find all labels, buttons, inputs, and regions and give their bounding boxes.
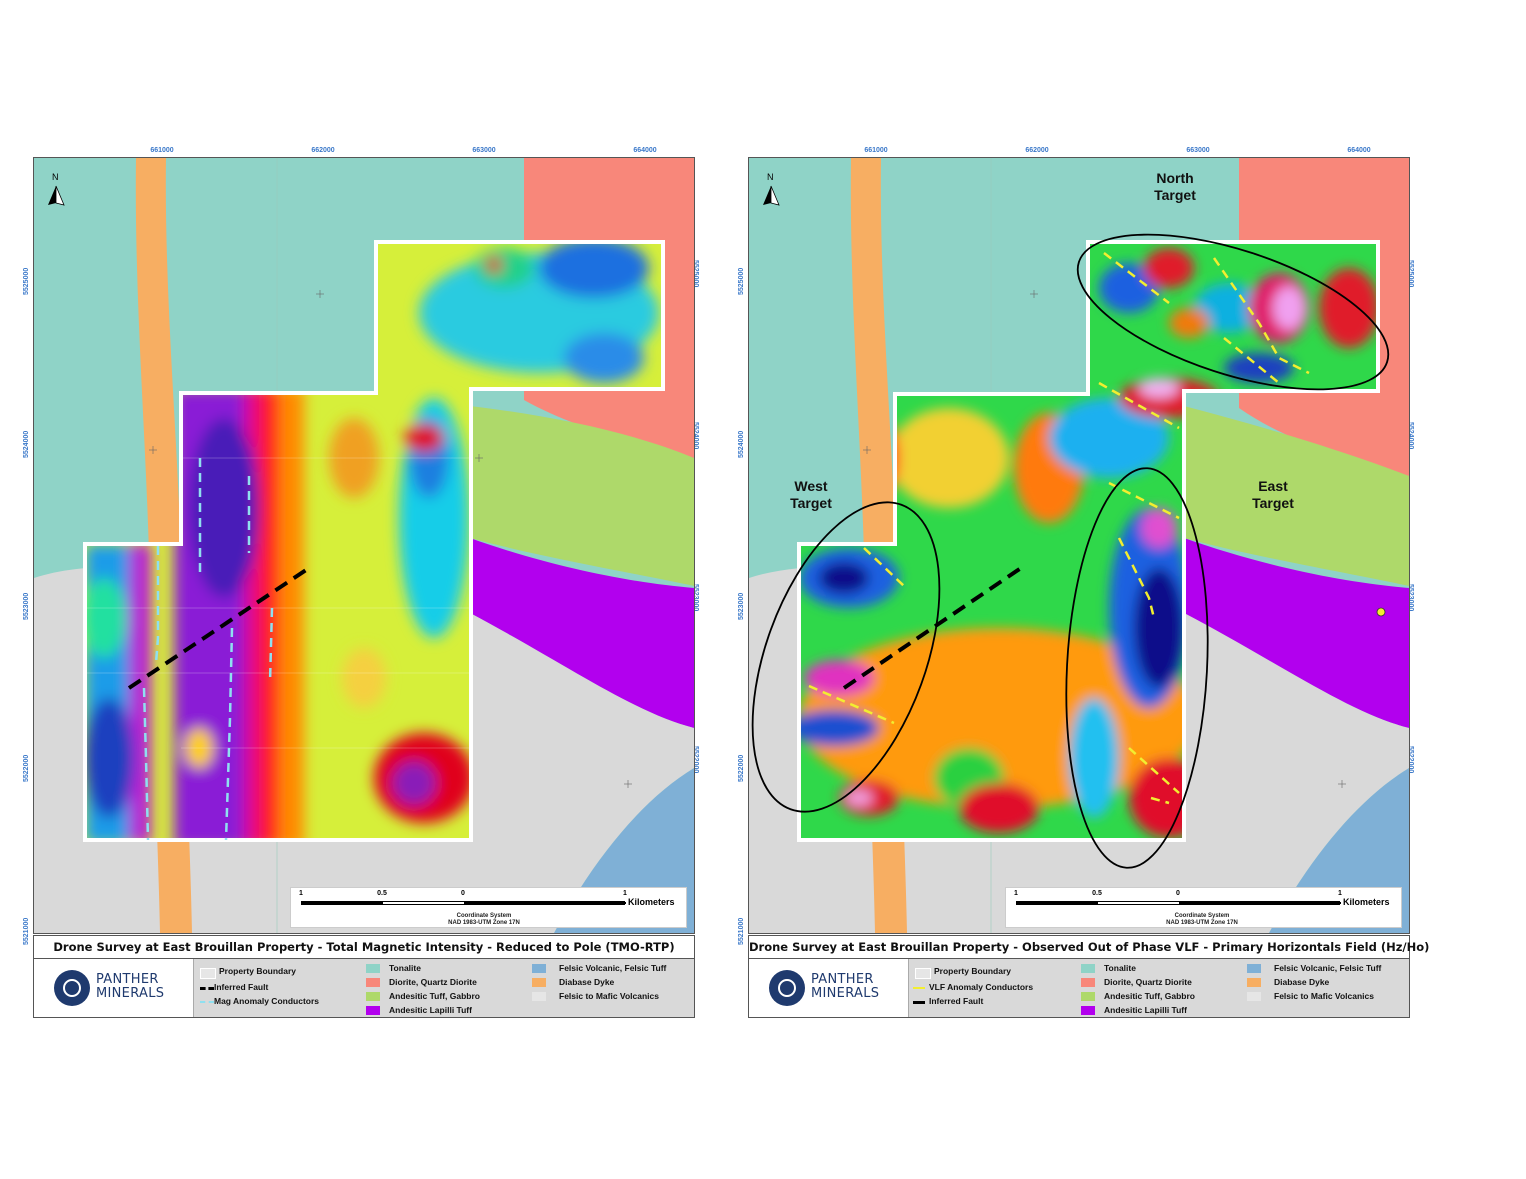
west-target-label: West Target [790, 478, 832, 511]
andesitic-tuff-swatch [1081, 992, 1095, 1001]
property-boundary-swatch [200, 968, 216, 979]
northing-label: 5523000 [23, 592, 30, 620]
northing-label: 5521000 [23, 917, 30, 945]
vlf-map-panel: 661000 662000 663000 664000 5525000 5524… [738, 140, 1429, 1020]
north-arrow-icon: N [763, 172, 780, 206]
tonalite-swatch [366, 964, 380, 973]
diabase-swatch [532, 978, 546, 987]
north-target-ellipse [1076, 233, 1390, 391]
diorite-swatch [366, 978, 380, 987]
northing-label: 5523000 [738, 592, 745, 620]
east-target-ellipse [1065, 467, 1209, 869]
easting-label: 662000 [311, 147, 335, 154]
inferred-fault-symbol [913, 1001, 925, 1004]
panther-icon [769, 970, 805, 1006]
diabase-swatch [1247, 978, 1261, 987]
easting-label: 663000 [1186, 147, 1210, 154]
vlf-anomaly-conductors [808, 252, 1310, 805]
lapilli-swatch [1081, 1006, 1095, 1015]
northing-label: 5525000 [23, 267, 30, 295]
property-boundary-swatch [915, 968, 931, 979]
target-outlines [751, 233, 1390, 869]
felsic-mafic-swatch [1247, 992, 1261, 1001]
map-legend: PANTHER MINERALS Property Boundary VLF An… [748, 959, 1410, 1018]
easting-label: 663000 [472, 147, 496, 154]
diorite-swatch [1081, 978, 1095, 987]
lapilli-unit [470, 538, 694, 728]
grid-crosses [863, 290, 1346, 788]
grid-crosses [149, 290, 632, 788]
map-frame: N North Target West Target East Target 1 0.… [748, 157, 1410, 934]
mag-anomaly-conductors [142, 458, 274, 841]
coordinate-system-note: Coordinate System NAD 1983-UTM Zone 17N [1166, 913, 1238, 926]
easting-label: 664000 [633, 147, 657, 154]
property-boundary [83, 240, 665, 842]
map-legend: PANTHER MINERALS Property Boundary Inferr… [33, 959, 695, 1018]
felsic-volcanic-swatch [1247, 964, 1261, 973]
scale-bar: 1 0.5 0 1 Kilometers [290, 887, 687, 928]
andesitic-tuff-unit [470, 406, 694, 586]
inferred-fault [127, 566, 311, 690]
north-arrow-icon: N [48, 172, 65, 206]
felsic-mafic-swatch [532, 992, 546, 1001]
andesitic-tuff-swatch [366, 992, 380, 1001]
northing-label: 5522000 [738, 754, 745, 782]
vlf-conductor-symbol [913, 987, 925, 989]
property-boundary [797, 240, 1380, 842]
vlf-map-canvas: N [749, 158, 1409, 933]
showing-marker-icon [1376, 607, 1386, 617]
northing-label: 5522000 [23, 754, 30, 782]
northing-label: 5524000 [738, 430, 745, 458]
svg-text:N: N [767, 172, 774, 182]
coordinate-system-note: Coordinate System NAD 1983-UTM Zone 17N [448, 913, 520, 926]
east-target-label: East Target [1252, 478, 1294, 511]
map-frame: N 1 0.5 0 1 Kilometers [33, 157, 695, 934]
easting-label: 664000 [1347, 147, 1371, 154]
north-target-label: North Target [1154, 170, 1196, 203]
tmi-map-canvas: N [34, 158, 694, 933]
lapilli-swatch [366, 1006, 380, 1015]
panther-minerals-logo: PANTHER MINERALS [34, 959, 194, 1017]
panther-minerals-logo: PANTHER MINERALS [749, 959, 909, 1017]
tonalite-swatch [1081, 964, 1095, 973]
inferred-fault-symbol [200, 987, 214, 990]
northing-label: 5524000 [23, 430, 30, 458]
svg-text:N: N [52, 172, 59, 182]
west-target-ellipse [751, 501, 941, 813]
tmi-rtp-map-panel: 661000 662000 663000 664000 5525000 5524… [23, 140, 699, 1020]
map-title: Drone Survey at East Brouillan Property … [33, 935, 695, 959]
map-title: Drone Survey at East Brouillan Property … [748, 935, 1429, 959]
easting-label: 661000 [864, 147, 888, 154]
northing-label: 5521000 [738, 917, 745, 945]
easting-label: 661000 [150, 147, 174, 154]
panther-icon [54, 970, 90, 1006]
scale-bar: 1 0.5 0 1 Kilometers [1005, 887, 1402, 928]
andesitic-tuff-unit [1184, 406, 1409, 586]
inferred-fault [842, 566, 1023, 690]
easting-label: 662000 [1025, 147, 1049, 154]
mag-conductor-symbol [200, 1001, 214, 1003]
felsic-volcanic-swatch [532, 964, 546, 973]
northing-label: 5525000 [738, 267, 745, 295]
lapilli-unit [1184, 538, 1409, 728]
